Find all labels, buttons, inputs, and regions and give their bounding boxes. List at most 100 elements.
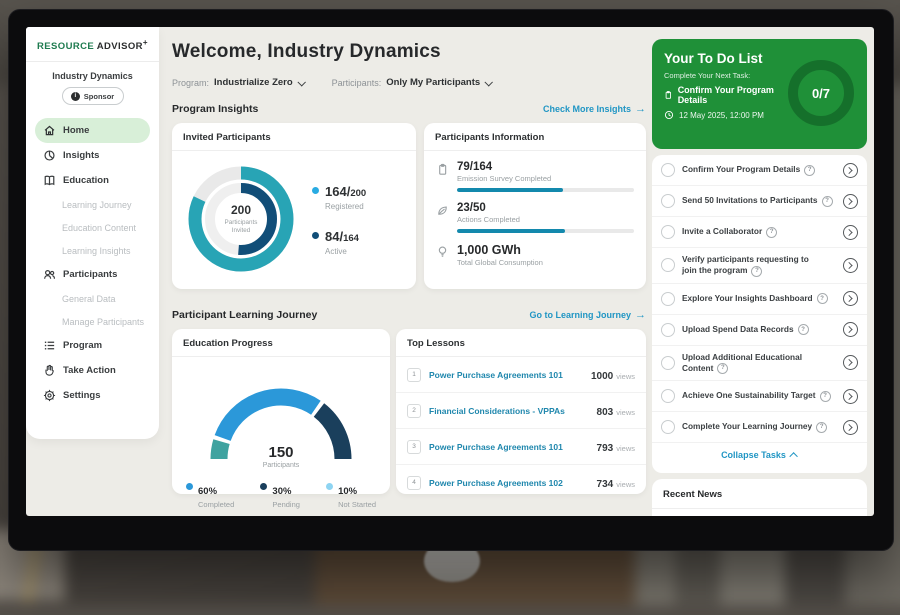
bulb-icon [438, 246, 447, 257]
sidebar-item-education[interactable]: Education [35, 168, 150, 193]
invited-donut-chart: 200 Participants Invited [180, 158, 302, 280]
sidebar-item-label: Participants [63, 269, 118, 281]
lesson-rank: 3 [407, 439, 421, 454]
clipboard-icon [665, 90, 672, 99]
lesson-rank: 1 [407, 367, 421, 382]
task-expand-button[interactable] [843, 291, 858, 306]
todo-summary-panel: Your To Do List Complete Your Next Task:… [652, 39, 867, 149]
sponsor-badge: i Sponsor [61, 87, 124, 106]
card-title: Education Progress [172, 329, 390, 357]
task-row[interactable]: Send 50 Invitations to Participants [652, 186, 867, 217]
card-title: Invited Participants [172, 123, 416, 151]
chevron-down-icon [484, 77, 494, 87]
help-icon[interactable] [819, 390, 831, 402]
legend-not-started: 10% Not Started [326, 481, 376, 509]
task-row[interactable]: Upload Additional Educational Content [652, 346, 867, 381]
chevron-right-icon [845, 392, 853, 400]
todo-title: Your To Do List [664, 51, 763, 66]
sidebar-item-label: Settings [63, 390, 101, 402]
stat-row-consumption: 1,000 GWh Total Global Consumption [436, 243, 634, 267]
lesson-rank: 4 [407, 475, 421, 490]
app-logo: RESOURCE ADVISOR+ [26, 27, 159, 52]
collapse-tasks-link[interactable]: Collapse Tasks [652, 443, 867, 466]
sidebar-item-settings[interactable]: Settings [35, 383, 150, 408]
sidebar-item-learning-journey[interactable]: Learning Journey [35, 193, 150, 216]
arrow-right-icon [635, 103, 646, 115]
check-more-insights-link[interactable]: Check More Insights [543, 103, 646, 115]
sidebar-item-program[interactable]: Program [35, 333, 150, 358]
help-icon[interactable] [821, 195, 833, 207]
help-icon[interactable] [766, 226, 778, 238]
task-checkbox[interactable] [661, 389, 675, 403]
divider [26, 61, 159, 63]
lesson-row: 3 Power Purchase Agreements 101 793 views [396, 429, 646, 465]
task-expand-button[interactable] [843, 257, 858, 273]
help-icon[interactable] [717, 363, 729, 374]
help-icon[interactable] [797, 324, 809, 336]
task-expand-button[interactable] [843, 355, 858, 371]
task-row[interactable]: Invite a Collaborator [652, 217, 867, 248]
learning-journey-header: Participant Learning Journey Go to Learn… [172, 309, 646, 321]
sidebar-item-label: Learning Journey [62, 199, 132, 210]
task-expand-button[interactable] [843, 322, 858, 337]
chevron-right-icon [845, 197, 853, 205]
chevron-right-icon [845, 166, 853, 174]
participants-filter[interactable]: Participants: Only My Participants [332, 77, 494, 88]
task-row[interactable]: Complete Your Learning Journey [652, 412, 867, 443]
sidebar-item-label: Home [63, 125, 90, 137]
task-checkbox[interactable] [661, 194, 675, 208]
help-icon[interactable] [751, 265, 763, 277]
arrow-right-icon [635, 309, 646, 321]
task-row[interactable]: Explore Your Insights Dashboard [652, 284, 867, 315]
todo-next-task: Confirm Your Program Details [652, 80, 789, 105]
participants-information-card: Participants Information 79/164 Emission… [424, 123, 646, 289]
sidebar-item-insights[interactable]: Insights [35, 143, 150, 168]
help-icon[interactable] [816, 421, 828, 433]
task-checkbox[interactable] [661, 258, 675, 273]
filters: Program: Industrialize Zero Participants… [172, 77, 494, 88]
lesson-link[interactable]: Financial Considerations - VPPAs [429, 405, 565, 416]
task-checkbox[interactable] [661, 225, 675, 239]
task-checkbox[interactable] [661, 291, 675, 306]
hand-icon [45, 364, 54, 376]
lesson-row: 2 Financial Considerations - VPPAs 803 vi… [396, 393, 646, 429]
sidebar-item-education-content[interactable]: Education Content [35, 216, 150, 239]
task-checkbox[interactable] [661, 322, 675, 337]
task-row[interactable]: Confirm Your Program Details [652, 155, 867, 186]
task-checkbox[interactable] [661, 420, 675, 434]
task-row[interactable]: Verify participants requesting to join t… [652, 248, 867, 284]
invited-legend: 164/200 Registered 84/164 Active [312, 183, 366, 256]
lesson-rank: 2 [407, 403, 421, 418]
sidebar: RESOURCE ADVISOR+ Industry Dynamics i Sp… [26, 27, 159, 439]
go-to-learning-journey-link[interactable]: Go to Learning Journey [529, 309, 646, 321]
sidebar-item-home[interactable]: Home [35, 118, 150, 144]
help-icon[interactable] [804, 164, 816, 176]
dashboard-screen: RESOURCE ADVISOR+ Industry Dynamics i Sp… [26, 27, 874, 516]
help-icon[interactable] [816, 293, 828, 305]
participants-filter-value: Only My Participants [386, 77, 481, 88]
sidebar-item-learning-insights[interactable]: Learning Insights [35, 239, 150, 262]
education-progress-card: Education Progress 150 Participants 60% C… [172, 329, 390, 509]
program-filter[interactable]: Program: Industrialize Zero [172, 77, 306, 88]
sidebar-item-take-action[interactable]: Take Action [35, 358, 150, 383]
task-checkbox[interactable] [661, 355, 675, 370]
lesson-link[interactable]: Power Purchase Agreements 101 [429, 369, 563, 380]
task-expand-button[interactable] [843, 419, 858, 435]
stat-label: Total Global Consumption [457, 258, 543, 267]
sidebar-item-general-data[interactable]: General Data [35, 287, 150, 310]
lesson-link[interactable]: Power Purchase Agreements 101 [429, 441, 563, 452]
sidebar-nav: Home Insights Education Learning Journey… [26, 118, 159, 408]
task-row[interactable]: Upload Spend Data Records [652, 315, 867, 346]
stat-row-actions: 23/50 Actions Completed [436, 202, 634, 233]
sidebar-item-participants[interactable]: Participants [35, 262, 150, 287]
sidebar-item-manage-participants[interactable]: Manage Participants [35, 310, 150, 333]
lesson-link[interactable]: Power Purchase Agreements 102 [429, 477, 563, 488]
task-expand-button[interactable] [843, 224, 858, 240]
task-row[interactable]: Achieve One Sustainability Target [652, 381, 867, 412]
task-expand-button[interactable] [843, 388, 858, 404]
task-expand-button[interactable] [843, 162, 858, 178]
chevron-right-icon [845, 325, 853, 334]
task-expand-button[interactable] [843, 193, 858, 209]
task-checkbox[interactable] [661, 163, 675, 177]
card-title: Top Lessons [396, 329, 646, 357]
